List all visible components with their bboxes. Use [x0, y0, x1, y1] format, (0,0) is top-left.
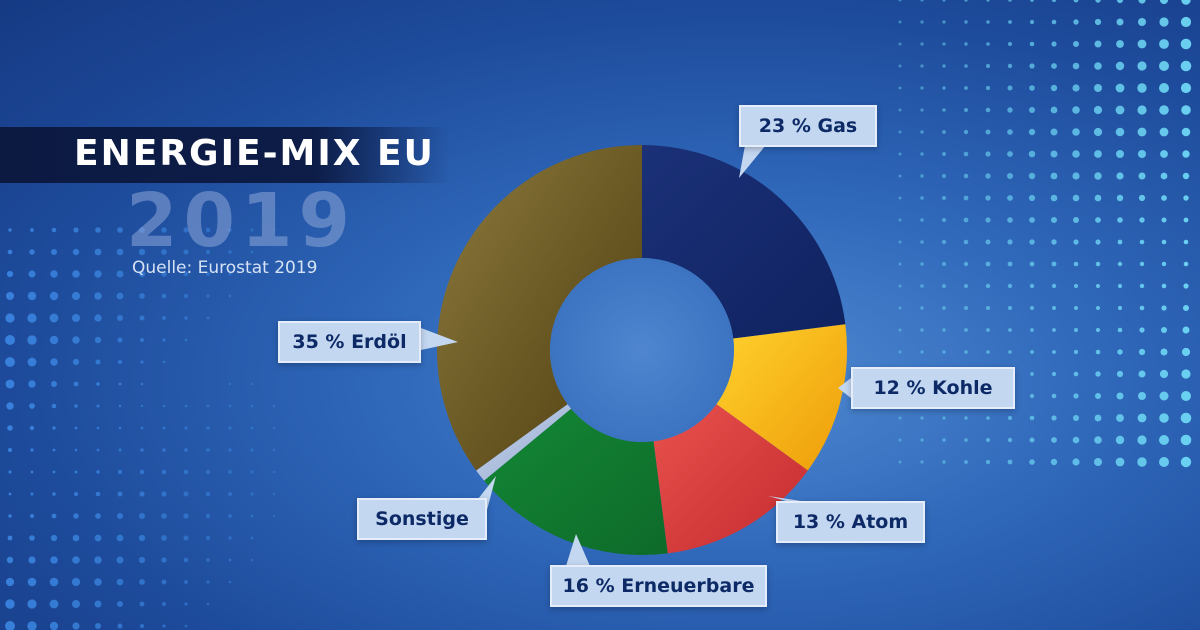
pointer-atom	[768, 496, 808, 502]
slice-kohle	[716, 324, 847, 471]
label-atom: 13 % Atom	[776, 501, 925, 543]
chart-year: 2019	[126, 178, 356, 264]
pointer-gas	[739, 140, 770, 178]
chart-source: Quelle: Eurostat 2019	[132, 258, 318, 278]
pointer-erneuerbare	[566, 534, 590, 566]
label-gas: 23 % Gas	[739, 105, 877, 147]
donut-hole	[550, 258, 734, 442]
slice-gas	[642, 145, 846, 339]
slice-atom	[653, 404, 808, 554]
pointer-kohle	[838, 378, 851, 398]
label-kohle: 12 % Kohle	[851, 367, 1015, 409]
slice-sonstige	[476, 404, 572, 481]
title-bar	[0, 127, 450, 183]
chart-title: ENERGIE-MIX EU	[74, 133, 435, 174]
slice-erdoel	[436, 145, 642, 471]
label-erneuerbare: 16 % Erneuerbare	[550, 565, 767, 607]
label-erdoel: 35 % Erdöl	[278, 321, 421, 363]
slice-erneuerbare	[484, 408, 668, 555]
label-sonstige: Sonstige	[357, 498, 487, 540]
pointer-erdoel	[421, 328, 458, 350]
